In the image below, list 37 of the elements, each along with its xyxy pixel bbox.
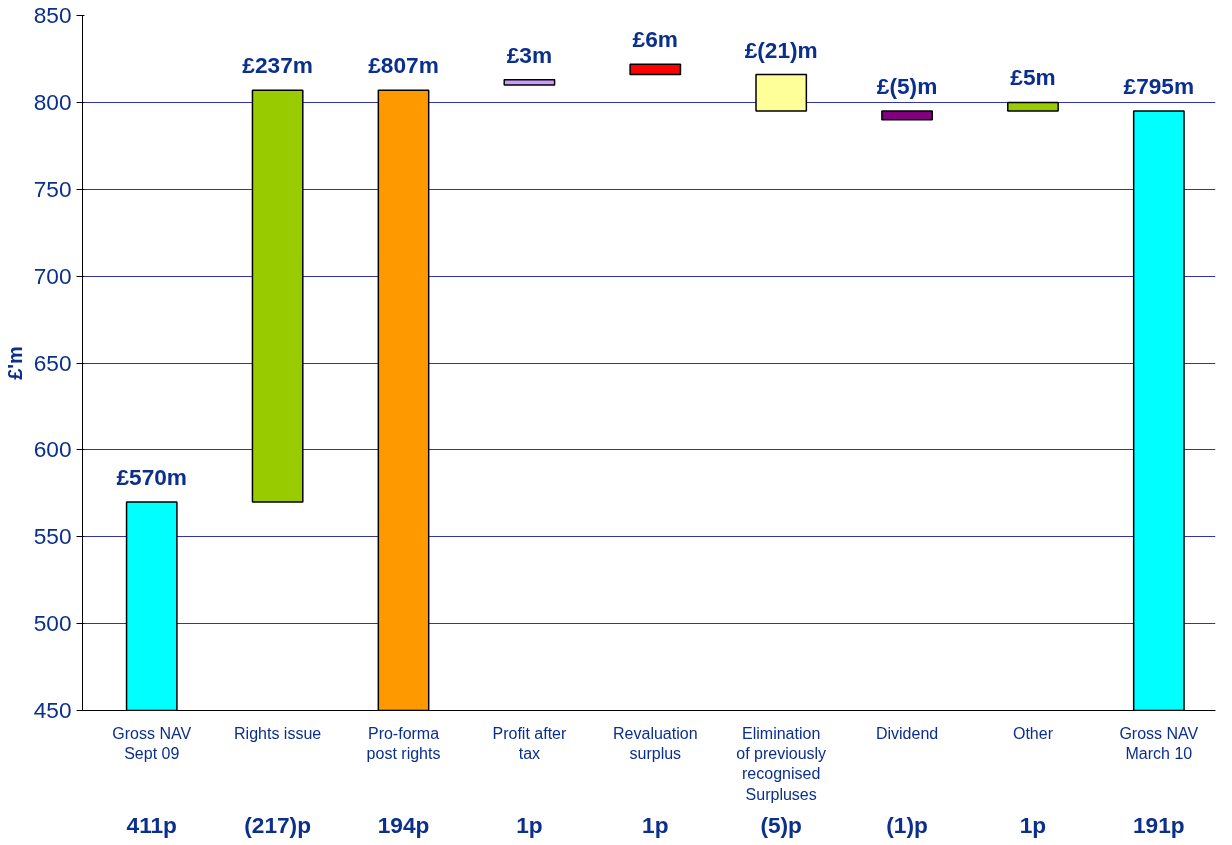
text: (217)p: [244, 811, 311, 838]
y-tick-label: 800: [33, 88, 72, 115]
text: (1)p: [886, 811, 928, 838]
text: 411p: [126, 811, 177, 838]
x-tick-label: Pro-forma post rights: [366, 724, 441, 762]
text: 1p: [642, 811, 669, 838]
data-label: £237m: [242, 52, 313, 79]
text: 1p: [1019, 811, 1047, 838]
y-axis-title: £'m: [3, 346, 26, 380]
data-label: £(21)m: [744, 36, 818, 63]
x-tick-label: Rights issue: [234, 724, 322, 742]
x-tick-label: Gross NAV March 10: [1119, 724, 1199, 762]
x-tick-label: Dividend: [875, 724, 939, 742]
x-tick-label: Other: [1012, 724, 1054, 742]
data-label: £5m: [1010, 64, 1056, 91]
y-tick-label: 600: [33, 436, 72, 463]
x-tick-label: Profit after tax: [492, 724, 567, 762]
x-tick-label: Revaluation surplus: [613, 724, 698, 762]
data-label: £807m: [368, 52, 439, 79]
text: (5)p: [760, 811, 802, 838]
x-tick-label: Elimination of previously recognised Surpluses: [736, 724, 827, 803]
y-tick-label: 500: [33, 610, 72, 637]
text: 1p: [516, 811, 543, 838]
data-label: £3m: [506, 41, 553, 68]
y-tick-label: 750: [33, 175, 72, 202]
x-tick-label: Gross NAV Sept 09: [112, 724, 192, 762]
y-tick-label: 700: [33, 262, 72, 289]
data-label: £(5)m: [876, 73, 938, 100]
y-tick-label: 450: [33, 697, 72, 723]
data-label: £570m: [116, 464, 188, 490]
data-label: £795m: [1123, 73, 1195, 100]
y-tick-label: 650: [33, 349, 72, 376]
y-tick-label: 850: [33, 2, 72, 28]
text: 191p: [1133, 811, 1185, 838]
data-label: £6m: [632, 26, 678, 53]
y-tick-label: 550: [33, 523, 72, 550]
text: 194p: [377, 811, 430, 838]
